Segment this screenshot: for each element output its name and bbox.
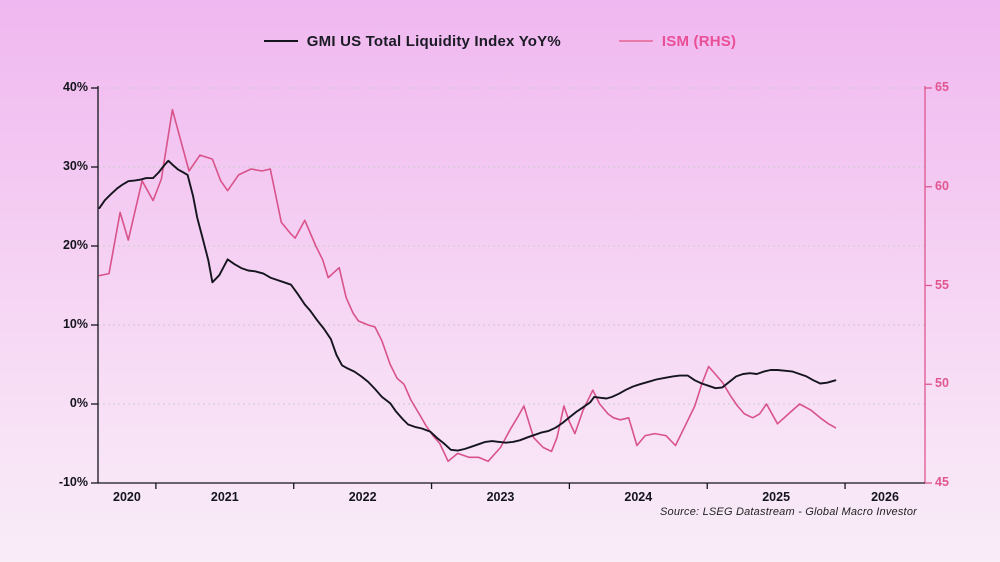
y-right-tick-label: 45: [935, 475, 949, 489]
legend: GMI US Total Liquidity Index YoY% ISM (R…: [0, 31, 1000, 51]
gmi-legend-label: GMI US Total Liquidity Index YoY%: [306, 32, 561, 50]
x-tick-label: 2026: [871, 490, 899, 504]
y-left-tick-label: 0%: [69, 396, 88, 410]
x-tick-label: 2023: [486, 490, 515, 504]
x-tick-label: 2024: [624, 490, 653, 504]
y-left-tick-label: 40%: [62, 80, 88, 94]
gmi-line: [98, 159, 837, 452]
y-left-tick-label: 10%: [62, 317, 88, 331]
x-tick-label: 2025: [762, 490, 791, 504]
y-right-tick-label: 55: [935, 277, 949, 292]
y-left-tick-label: 20%: [62, 238, 88, 252]
y-left-tick-label: 30%: [62, 159, 88, 173]
gmi-line-swatch: [263, 40, 298, 42]
y-right-tick-label: 65: [935, 80, 949, 94]
y-left-tick-label: -10%: [58, 475, 88, 489]
legend-item-ism: ISM (RHS): [618, 32, 737, 50]
ism-legend-label: ISM (RHS): [661, 32, 737, 50]
legend-item-gmi: GMI US Total Liquidity Index YoY%: [263, 32, 561, 50]
y-right-tick-label: 50: [935, 376, 949, 391]
ism-line: [98, 108, 837, 463]
ism-line-swatch: [618, 40, 653, 42]
x-tick-label: 2022: [348, 490, 377, 504]
x-tick-label: 2021: [210, 490, 239, 504]
x-tick-label: 2020: [113, 490, 141, 504]
source-note: Source: LSEG Datastream - Global Macro I…: [660, 506, 917, 518]
y-right-tick-label: 60: [935, 178, 949, 193]
